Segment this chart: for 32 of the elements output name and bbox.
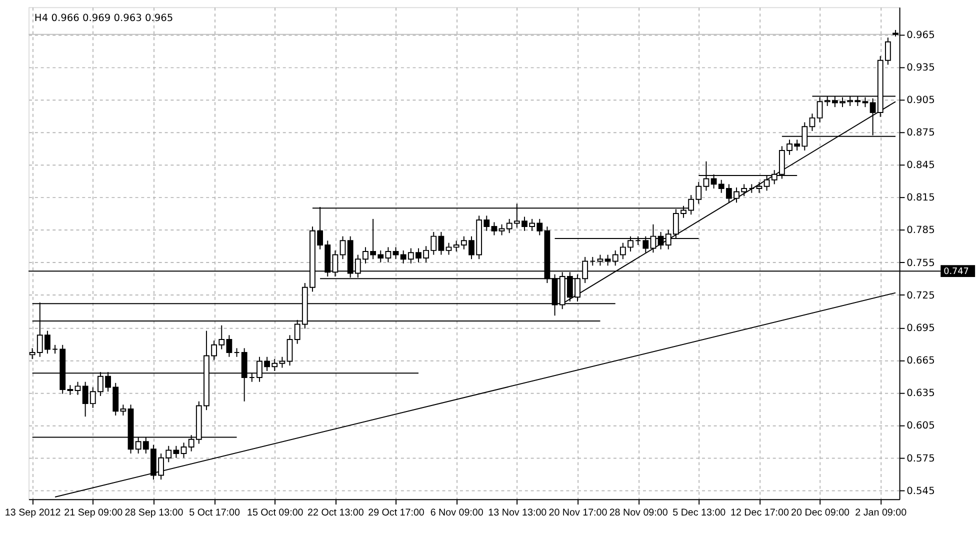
x-tick-label: 15 Oct 09:00 (246, 507, 304, 518)
x-tick-label: 6 Nov 09:00 (430, 507, 484, 518)
x-tick-label: 5 Oct 17:00 (189, 507, 240, 518)
x-tick-label: 20 Dec 09:00 (791, 507, 850, 518)
x-tick-label: 2 Jan 09:00 (855, 507, 908, 518)
y-tick-label: 0.815 (906, 192, 935, 204)
x-tick-label: 28 Nov 09:00 (609, 507, 668, 518)
x-tick-label: 5 Dec 13:00 (672, 507, 726, 518)
x-tick-label: 28 Sep 13:00 (124, 507, 184, 518)
y-tick-label: 0.755 (906, 258, 935, 269)
y-tick-label: 0.545 (906, 486, 935, 497)
y-tick-label: 0.905 (906, 94, 935, 106)
y-tick-label: 0.965 (906, 30, 935, 41)
y-tick-label: 0.635 (906, 388, 935, 400)
y-tick-label: 0.575 (906, 453, 935, 464)
x-tick-label: 12 Dec 17:00 (730, 507, 790, 518)
y-tick-label: 0.845 (906, 160, 935, 172)
x-tick-label: 21 Sep 09:00 (64, 507, 124, 518)
x-tick-label: 13 Sep 2012 (4, 507, 61, 518)
y-tick-label: 0.665 (906, 356, 935, 367)
y-tick-label: 0.785 (906, 225, 935, 236)
y-tick-label: 0.875 (906, 128, 935, 139)
x-tick-label: 13 Nov 13:00 (488, 507, 548, 518)
y-tick-label: 0.605 (906, 420, 935, 432)
y-tick-label: 0.935 (906, 62, 935, 74)
y-tick-label: 0.695 (906, 322, 935, 334)
x-tick-label: 20 Nov 17:00 (548, 507, 608, 518)
x-tick-label: 22 Oct 13:00 (308, 507, 364, 518)
y-tick-label: 0.725 (906, 290, 935, 302)
x-tick-label: 29 Oct 17:00 (368, 507, 425, 518)
text: H4 0.966 0.969 0.963 0.965 (34, 12, 174, 24)
ref-line-label: 0.747 (944, 267, 969, 278)
